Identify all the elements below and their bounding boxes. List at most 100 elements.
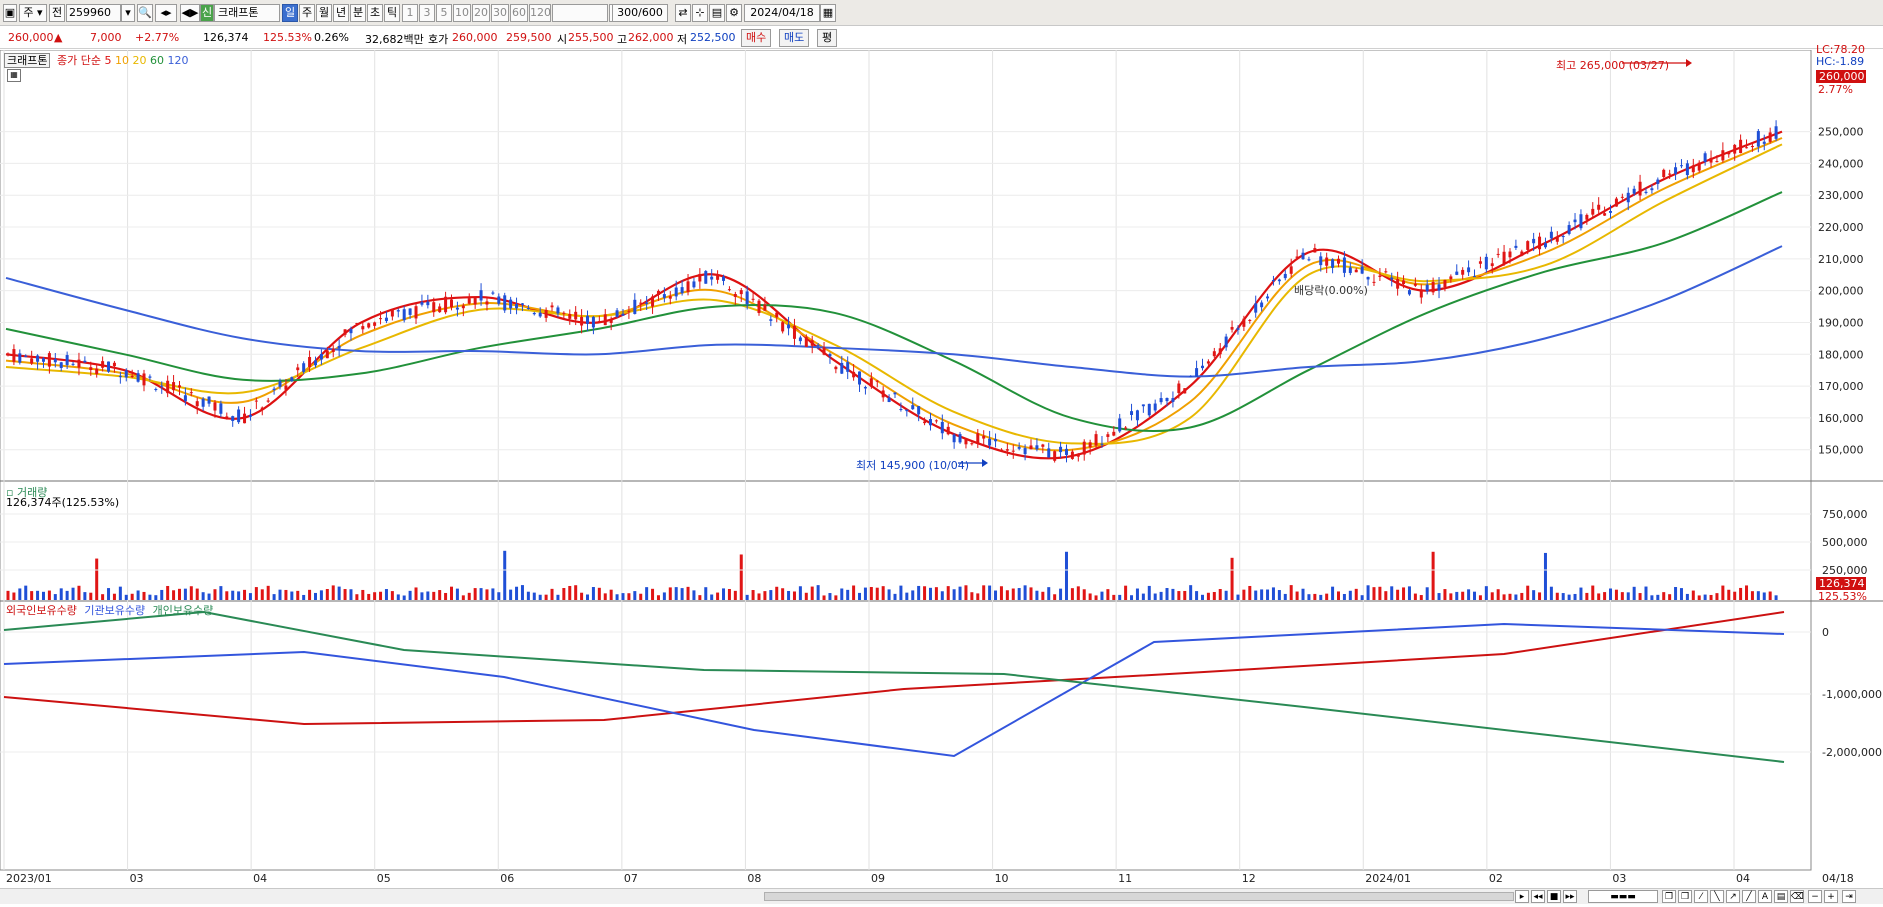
zoom-out-icon[interactable]: −: [1808, 890, 1822, 903]
low-annotation: 최저 145,900 (10/04): [856, 459, 970, 472]
custom-period-input[interactable]: [552, 4, 608, 22]
candle-body: [1739, 139, 1743, 154]
unit-year[interactable]: 년: [333, 4, 349, 22]
crosshair-icon[interactable]: ⊹: [692, 4, 708, 22]
volume-bar: [1756, 591, 1760, 600]
candle-body: [1762, 141, 1766, 144]
grid-icon[interactable]: ▦: [7, 69, 21, 82]
unit-tick[interactable]: 틱: [384, 4, 400, 22]
volume-bar: [1591, 585, 1595, 600]
data-count-field[interactable]: 300/600: [612, 4, 668, 22]
volume-bar: [254, 587, 258, 600]
candle-body: [1118, 418, 1122, 432]
volume-bar: [1047, 587, 1051, 600]
unit-day[interactable]: 일: [282, 4, 298, 22]
volume-bar: [1360, 595, 1364, 600]
unit-second[interactable]: 초: [367, 4, 383, 22]
volume-bar: [1473, 591, 1477, 600]
volume-bar: [887, 589, 891, 600]
scroll-right-icon[interactable]: ▸: [1515, 890, 1529, 903]
candle-body: [674, 287, 678, 297]
fast-forward-icon[interactable]: ▸▸: [1563, 890, 1577, 903]
stop-icon[interactable]: ■: [1547, 890, 1561, 903]
buy-button[interactable]: 매수: [741, 29, 772, 47]
erase-icon[interactable]: ⌫: [1790, 890, 1804, 903]
candle-body: [893, 392, 897, 395]
scroll-end-icon[interactable]: ⇥: [1842, 890, 1856, 903]
gear-icon[interactable]: ⚙: [726, 4, 742, 22]
text-tool-icon[interactable]: A: [1758, 890, 1772, 903]
stock-code-input[interactable]: 259960: [66, 4, 121, 22]
save-icon[interactable]: ▤: [709, 4, 725, 22]
minute-60[interactable]: 60: [510, 4, 528, 22]
line-tool-icon[interactable]: ╲: [1710, 890, 1724, 903]
zoom-slider[interactable]: ▬▬▬: [1588, 890, 1658, 903]
volume-bar: [1325, 593, 1329, 600]
candle-body: [1141, 404, 1145, 407]
unit-minute[interactable]: 분: [350, 4, 366, 22]
candle-body: [1200, 365, 1204, 369]
volume-bar: [1449, 593, 1453, 600]
minute-10[interactable]: 10: [453, 4, 471, 22]
chart-svg[interactable]: 2023/01 03 04 05 06 07 08 09 10 11 12 2024/01 02 03 04…: [0, 49, 1883, 904]
minute-30[interactable]: 30: [491, 4, 509, 22]
candle-body: [994, 439, 998, 442]
volume-bar: [1390, 586, 1394, 600]
minute-1[interactable]: 1: [402, 4, 418, 22]
candle-body: [704, 271, 708, 284]
layout-icon[interactable]: ▣: [3, 4, 17, 22]
candle-body: [1212, 351, 1216, 357]
panel-icon[interactable]: ▤: [1774, 890, 1788, 903]
chart-area[interactable]: 2023/01 03 04 05 06 07 08 09 10 11 12 2024/01 02 03 04…: [0, 43, 1883, 904]
calendar-icon[interactable]: ▦: [820, 4, 836, 22]
copy-icon[interactable]: ❐: [1662, 890, 1676, 903]
volume-bar: [438, 590, 442, 600]
arrow-tool-icon[interactable]: ↗: [1726, 890, 1740, 903]
candle-body: [420, 302, 424, 305]
volume-bar: [627, 593, 631, 600]
period-type-value: 주: [23, 6, 34, 19]
ruler-icon[interactable]: ╱: [1742, 890, 1756, 903]
candle-body: [1614, 198, 1618, 207]
volume-bar: [1407, 586, 1411, 600]
date-field[interactable]: 2024/04/18: [744, 4, 820, 22]
market-select[interactable]: 전: [49, 4, 65, 22]
candle-body: [367, 323, 371, 328]
unit-month[interactable]: 월: [316, 4, 332, 22]
code-dropdown-icon[interactable]: ▾: [121, 4, 135, 22]
candle-body: [580, 316, 584, 326]
evaluate-button[interactable]: 평: [817, 29, 838, 47]
draw-icon[interactable]: ⁄: [1694, 890, 1708, 903]
minute-5[interactable]: 5: [436, 4, 452, 22]
volume-bar: [1656, 594, 1660, 600]
candle-body: [982, 435, 986, 439]
candle-body: [444, 296, 448, 313]
chart-tool-icon[interactable]: ⇄: [675, 4, 691, 22]
candle-body: [757, 300, 761, 313]
candle-body: [408, 308, 412, 315]
minute-120[interactable]: 120: [529, 4, 551, 22]
volume-bar: [1567, 594, 1571, 600]
volume-bar: [692, 590, 696, 600]
volume-bar: [1212, 592, 1216, 600]
up-arrow-icon: ▲: [54, 31, 63, 44]
candle-body: [668, 296, 672, 299]
volume-bar: [154, 595, 158, 600]
volume-bar: [1112, 594, 1116, 600]
minute-20[interactable]: 20: [472, 4, 490, 22]
speaker-icon[interactable]: ◂▸: [155, 4, 177, 22]
candle-body: [1337, 258, 1340, 264]
search-icon[interactable]: 🔍: [137, 4, 153, 22]
sell-button[interactable]: 매도: [779, 29, 810, 47]
layout2-icon[interactable]: ❒: [1678, 890, 1692, 903]
period-type-select[interactable]: 주 ▾: [19, 4, 47, 22]
rewind-icon[interactable]: ◂◂: [1531, 890, 1545, 903]
chart-scrollbar[interactable]: ▸ ◂◂ ■ ▸▸ ▬▬▬ ❐ ❒ ⁄ ╲ ↗ ╱ A ▤ ⌫ − + ⇥: [0, 888, 1883, 904]
minute-3[interactable]: 3: [419, 4, 435, 22]
scroll-thumb[interactable]: [764, 892, 1514, 901]
candle-body: [1561, 235, 1565, 238]
unit-week[interactable]: 주: [299, 4, 315, 22]
zoom-in-icon[interactable]: +: [1824, 890, 1838, 903]
stock-prev-button[interactable]: ◀▶: [180, 4, 200, 22]
volume-bar: [1555, 592, 1559, 600]
